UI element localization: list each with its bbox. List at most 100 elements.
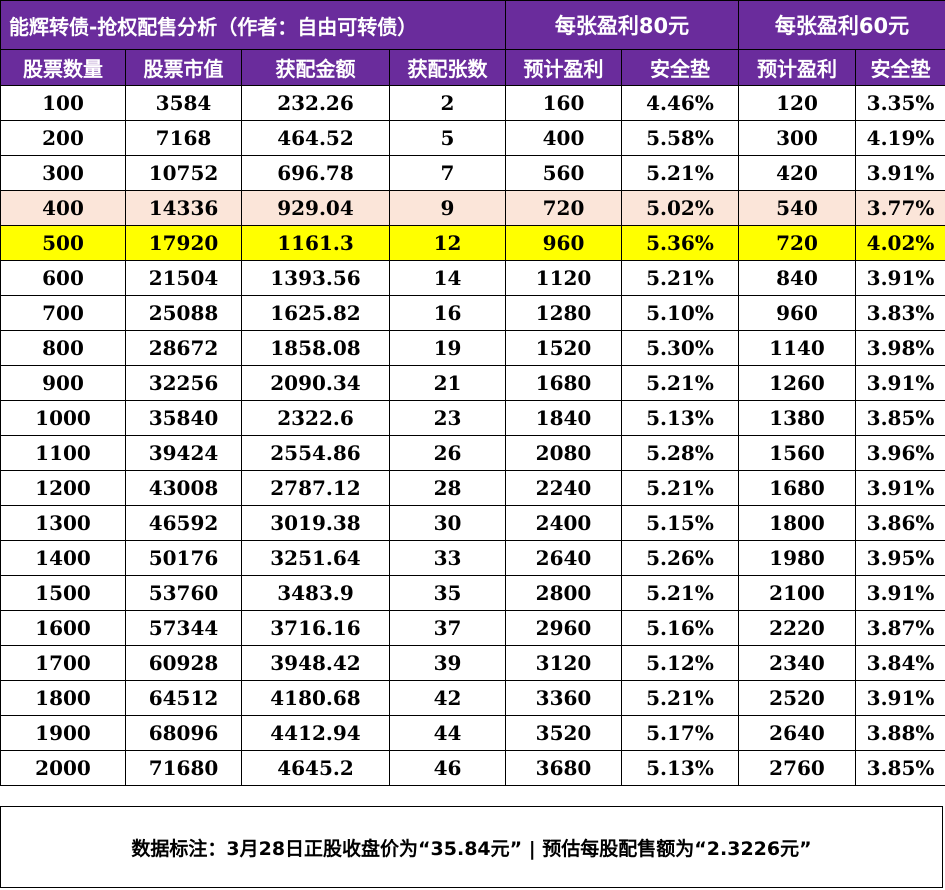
table-cell: 1120 bbox=[505, 260, 622, 296]
table-cell: 600 bbox=[0, 260, 126, 296]
table-row: 200 7168 464.52 5 400 5.58% 300 4.19% bbox=[0, 120, 945, 156]
table-cell: 5 bbox=[389, 120, 506, 156]
column-header: 获配金额 bbox=[241, 49, 390, 86]
table-cell: 3520 bbox=[505, 715, 622, 751]
table-row: 2000 71680 4645.2 46 3680 5.13% 2760 3.85% bbox=[0, 750, 945, 786]
table-cell: 1393.56 bbox=[241, 260, 390, 296]
table-cell: 4.46% bbox=[620, 85, 740, 121]
allotment-table: 能辉转债-抢权配售分析（作者：自由可转债） 每张盈利80元 每张盈利60元 股票… bbox=[0, 0, 945, 786]
table-cell: 2800 bbox=[505, 575, 622, 611]
table-cell: 2000 bbox=[0, 750, 126, 786]
table-cell: 720 bbox=[505, 190, 622, 226]
table-cell: 1161.3 bbox=[241, 225, 390, 261]
table-row: 1700 60928 3948.42 39 3120 5.12% 2340 3.84% bbox=[0, 645, 945, 681]
table-cell: 64512 bbox=[125, 680, 242, 716]
table-cell: 3680 bbox=[505, 750, 622, 786]
table-cell: 1100 bbox=[0, 435, 126, 471]
table-cell: 120 bbox=[738, 85, 857, 121]
table-cell: 160 bbox=[505, 85, 622, 121]
table-cell: 3.91% bbox=[855, 365, 945, 401]
table-cell: 5.21% bbox=[620, 365, 740, 401]
table-cell: 3.91% bbox=[855, 575, 945, 611]
table-row: 1600 57344 3716.16 37 2960 5.16% 2220 3.87% bbox=[0, 610, 945, 646]
column-header: 预计盈利 bbox=[505, 49, 622, 86]
table-cell: 5.02% bbox=[620, 190, 740, 226]
table-cell: 3.96% bbox=[855, 435, 945, 471]
table-cell: 4412.94 bbox=[241, 715, 390, 751]
table-cell: 3483.9 bbox=[241, 575, 390, 611]
table-row: 800 28672 1858.08 19 1520 5.30% 1140 3.98% bbox=[0, 330, 945, 366]
table-cell: 3.35% bbox=[855, 85, 945, 121]
table-cell: 23 bbox=[389, 400, 506, 436]
table-cell: 2240 bbox=[505, 470, 622, 506]
table-cell: 33 bbox=[389, 540, 506, 576]
table-cell: 1300 bbox=[0, 505, 126, 541]
table-cell: 1700 bbox=[0, 645, 126, 681]
table-cell: 3.77% bbox=[855, 190, 945, 226]
table-row: 1800 64512 4180.68 42 3360 5.21% 2520 3.91% bbox=[0, 680, 945, 716]
table-cell: 540 bbox=[738, 190, 857, 226]
table-cell: 696.78 bbox=[241, 155, 390, 191]
table-cell: 1200 bbox=[0, 470, 126, 506]
table-cell: 5.12% bbox=[620, 645, 740, 681]
table-cell: 2520 bbox=[738, 680, 857, 716]
table-cell: 30 bbox=[389, 505, 506, 541]
table-cell: 100 bbox=[0, 85, 126, 121]
table-cell: 4180.68 bbox=[241, 680, 390, 716]
table-cell: 200 bbox=[0, 120, 126, 156]
table-cell: 19 bbox=[389, 330, 506, 366]
table-cell: 2787.12 bbox=[241, 470, 390, 506]
table-cell: 5.16% bbox=[620, 610, 740, 646]
table-cell: 3.85% bbox=[855, 750, 945, 786]
table-cell: 25088 bbox=[125, 295, 242, 331]
table-cell: 2220 bbox=[738, 610, 857, 646]
table-cell: 5.21% bbox=[620, 260, 740, 296]
table-cell: 464.52 bbox=[241, 120, 390, 156]
table-cell: 5.58% bbox=[620, 120, 740, 156]
table-cell: 3.87% bbox=[855, 610, 945, 646]
table-row: 1900 68096 4412.94 44 3520 5.17% 2640 3.88% bbox=[0, 715, 945, 751]
table-cell: 300 bbox=[738, 120, 857, 156]
table-cell: 17920 bbox=[125, 225, 242, 261]
table-cell: 5.26% bbox=[620, 540, 740, 576]
table-cell: 12 bbox=[389, 225, 506, 261]
table-cell: 1140 bbox=[738, 330, 857, 366]
column-header: 预计盈利 bbox=[738, 49, 857, 86]
table-cell: 1400 bbox=[0, 540, 126, 576]
table-cell: 400 bbox=[505, 120, 622, 156]
table-cell: 5.21% bbox=[620, 470, 740, 506]
table-cell: 1380 bbox=[738, 400, 857, 436]
table-cell: 1800 bbox=[738, 505, 857, 541]
table-cell: 1625.82 bbox=[241, 295, 390, 331]
table-cell: 5.21% bbox=[620, 575, 740, 611]
table-cell: 16 bbox=[389, 295, 506, 331]
table-cell: 3.86% bbox=[855, 505, 945, 541]
table-cell: 1980 bbox=[738, 540, 857, 576]
table-cell: 1858.08 bbox=[241, 330, 390, 366]
table-cell: 232.26 bbox=[241, 85, 390, 121]
table-cell: 3584 bbox=[125, 85, 242, 121]
table-cell: 300 bbox=[0, 155, 126, 191]
column-header: 安全垫 bbox=[855, 49, 945, 86]
table-cell: 5.21% bbox=[620, 155, 740, 191]
table-cell: 720 bbox=[738, 225, 857, 261]
table-cell: 3019.38 bbox=[241, 505, 390, 541]
table-cell: 2554.86 bbox=[241, 435, 390, 471]
table-row: 900 32256 2090.34 21 1680 5.21% 1260 3.91% bbox=[0, 365, 945, 401]
table-row: 400 14336 929.04 9 720 5.02% 540 3.77% bbox=[0, 190, 945, 226]
table-cell: 7 bbox=[389, 155, 506, 191]
table-cell: 4645.2 bbox=[241, 750, 390, 786]
table-cell: 1840 bbox=[505, 400, 622, 436]
table-cell: 28 bbox=[389, 470, 506, 506]
table-cell: 2080 bbox=[505, 435, 622, 471]
table-cell: 32256 bbox=[125, 365, 242, 401]
table-cell: 39424 bbox=[125, 435, 242, 471]
table-cell: 42 bbox=[389, 680, 506, 716]
table-cell: 900 bbox=[0, 365, 126, 401]
table-cell: 1260 bbox=[738, 365, 857, 401]
table-cell: 5.15% bbox=[620, 505, 740, 541]
table-cell: 1800 bbox=[0, 680, 126, 716]
table-cell: 5.30% bbox=[620, 330, 740, 366]
table-cell: 50176 bbox=[125, 540, 242, 576]
